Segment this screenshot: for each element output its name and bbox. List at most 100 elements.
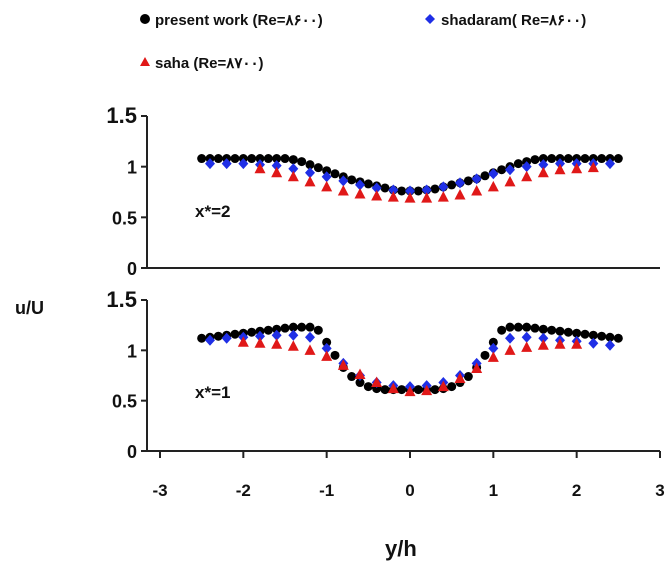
data-point-circle — [447, 382, 457, 392]
data-point-diamond — [521, 161, 532, 173]
data-point-triangle — [321, 180, 333, 192]
data-point-diamond — [471, 173, 482, 185]
data-point-triangle — [404, 385, 416, 397]
x-tick-label: 0 — [405, 481, 414, 500]
data-point-circle — [613, 333, 623, 343]
data-point-circle — [288, 322, 298, 332]
data-point-diamond — [321, 171, 332, 183]
data-point-triangle — [587, 161, 599, 173]
data-point-triangle — [521, 170, 533, 182]
data-point-triangle — [304, 344, 316, 355]
data-point-triangle — [437, 380, 449, 392]
legend-item-present-work: present work (Re=٨۶٠٠) — [140, 12, 323, 29]
data-point-circle — [280, 154, 290, 164]
data-point-circle — [288, 155, 298, 165]
data-point-circle — [480, 171, 490, 181]
data-point-triangle — [421, 192, 433, 203]
data-point-diamond — [521, 331, 532, 343]
panel-annotation: x*=1 — [195, 383, 230, 402]
legend: present work (Re=٨۶٠٠) shadaram( Re=٨۶٠٠… — [140, 12, 586, 72]
x-axis-label: y/h — [385, 536, 417, 561]
data-point-circle — [538, 154, 548, 164]
data-point-circle — [230, 329, 240, 339]
data-point-triangle — [487, 351, 499, 362]
data-point-circle — [463, 176, 473, 186]
data-point-diamond — [221, 332, 232, 344]
data-point-circle — [330, 350, 340, 360]
data-point-circle — [380, 183, 390, 193]
data-point-circle — [280, 323, 290, 333]
data-point-circle — [255, 154, 265, 164]
y-tick-label: 1.5 — [106, 103, 137, 128]
data-point-triangle — [471, 362, 483, 373]
data-point-diamond — [438, 181, 449, 193]
data-point-diamond — [221, 158, 232, 170]
data-point-circle — [413, 385, 423, 395]
y-tick-label: 0 — [127, 442, 137, 462]
data-point-triangle — [254, 162, 266, 174]
data-point-circle — [522, 322, 532, 332]
y-tick-label: 0.5 — [112, 392, 137, 412]
data-point-diamond — [255, 330, 265, 342]
data-point-circle — [355, 378, 365, 388]
data-point-circle — [197, 333, 207, 343]
panel-lower: 0 0.5 1 1.5 -3 -2 -1 0 1 2 3 x*=1 — [106, 287, 664, 500]
data-point-circle — [347, 372, 357, 382]
data-point-diamond — [205, 334, 215, 346]
y-tick-label: 0.5 — [112, 208, 137, 228]
data-point-circle — [505, 322, 515, 332]
data-point-triangle — [237, 336, 249, 347]
data-point-circle — [197, 154, 207, 164]
y-tick-label: 1 — [127, 341, 137, 361]
data-point-circle — [347, 175, 357, 185]
data-point-circle — [230, 154, 240, 164]
data-point-diamond — [605, 158, 615, 170]
data-point-circle — [263, 325, 273, 335]
data-point-triangle — [271, 166, 283, 178]
data-point-triangle — [321, 350, 333, 361]
data-point-triangle — [471, 184, 483, 196]
data-point-diamond — [405, 185, 415, 197]
legend-label: saha (Re=٨٧٠٠) — [155, 55, 264, 72]
data-point-diamond — [488, 342, 499, 354]
data-point-circle — [563, 154, 573, 164]
panel-upper: 0 0.5 1 1.5 x*=2 — [106, 103, 660, 279]
data-point-circle — [313, 163, 323, 173]
data-point-circle — [430, 385, 440, 395]
data-point-circle — [363, 179, 373, 189]
x-tick-label: 1 — [489, 481, 498, 500]
data-point-circle — [597, 331, 607, 341]
x-tick-label: -2 — [236, 481, 251, 500]
data-point-diamond — [555, 158, 565, 170]
data-point-circle — [272, 154, 282, 164]
data-point-circle — [305, 322, 315, 332]
data-point-circle — [497, 325, 507, 335]
data-point-diamond — [538, 159, 549, 171]
x-tick-label: 2 — [572, 481, 581, 500]
data-point-circle — [272, 324, 282, 334]
data-point-circle — [430, 184, 440, 194]
data-point-triangle — [537, 166, 549, 178]
data-point-circle — [547, 325, 557, 335]
data-point-triangle — [521, 341, 533, 352]
data-point-diamond — [338, 175, 349, 187]
data-point-circle — [555, 326, 565, 336]
data-point-circle — [447, 180, 457, 190]
data-point-circle — [397, 186, 407, 196]
data-point-triangle — [271, 338, 283, 349]
data-point-diamond — [288, 163, 299, 175]
data-point-triangle — [537, 339, 549, 350]
data-point-triangle — [554, 338, 566, 349]
legend-label: present work (Re=٨۶٠٠) — [155, 12, 323, 29]
data-point-triangle — [571, 162, 583, 174]
data-point-diamond — [505, 164, 515, 176]
data-point-triangle — [454, 372, 466, 384]
data-point-triangle — [387, 382, 399, 394]
data-point-circle — [413, 186, 423, 196]
data-point-circle — [247, 154, 257, 164]
data-point-diamond — [238, 158, 249, 170]
legend-label: shadaram( Re=٨۶٠٠) — [441, 12, 586, 29]
data-point-circle — [297, 157, 307, 167]
data-point-triangle — [404, 192, 416, 203]
data-point-circle — [330, 169, 340, 179]
